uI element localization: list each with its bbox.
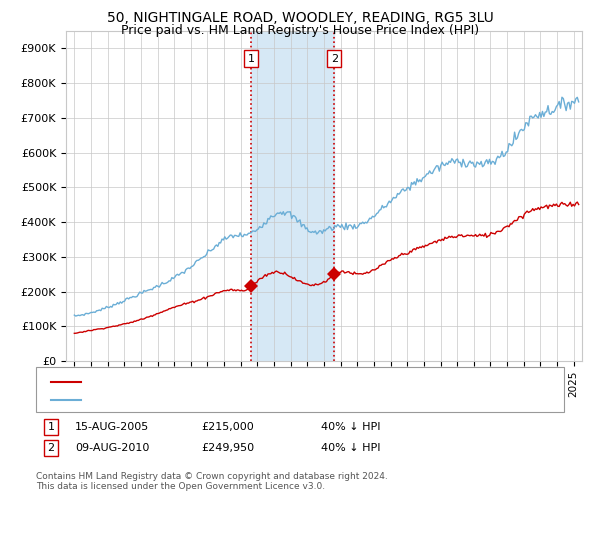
Text: 1: 1 bbox=[47, 422, 55, 432]
Text: 2: 2 bbox=[47, 443, 55, 453]
Text: 50, NIGHTINGALE ROAD, WOODLEY, READING, RG5 3LU: 50, NIGHTINGALE ROAD, WOODLEY, READING, … bbox=[107, 11, 493, 25]
Text: 50, NIGHTINGALE ROAD, WOODLEY, READING, RG5 3LU (detached house): 50, NIGHTINGALE ROAD, WOODLEY, READING, … bbox=[87, 377, 472, 387]
Text: £215,000: £215,000 bbox=[201, 422, 254, 432]
Bar bbox=[251, 31, 334, 361]
Text: 40% ↓ HPI: 40% ↓ HPI bbox=[321, 443, 380, 453]
Text: 15-AUG-2005: 15-AUG-2005 bbox=[75, 422, 149, 432]
Text: £249,950: £249,950 bbox=[201, 443, 254, 453]
Text: 1: 1 bbox=[248, 54, 254, 64]
Text: 2: 2 bbox=[331, 54, 338, 64]
Text: 09-AUG-2010: 09-AUG-2010 bbox=[75, 443, 149, 453]
Text: Contains HM Land Registry data © Crown copyright and database right 2024.
This d: Contains HM Land Registry data © Crown c… bbox=[36, 472, 388, 491]
Text: 40% ↓ HPI: 40% ↓ HPI bbox=[321, 422, 380, 432]
Text: HPI: Average price, detached house, Wokingham: HPI: Average price, detached house, Woki… bbox=[87, 395, 341, 405]
Text: Price paid vs. HM Land Registry's House Price Index (HPI): Price paid vs. HM Land Registry's House … bbox=[121, 24, 479, 36]
